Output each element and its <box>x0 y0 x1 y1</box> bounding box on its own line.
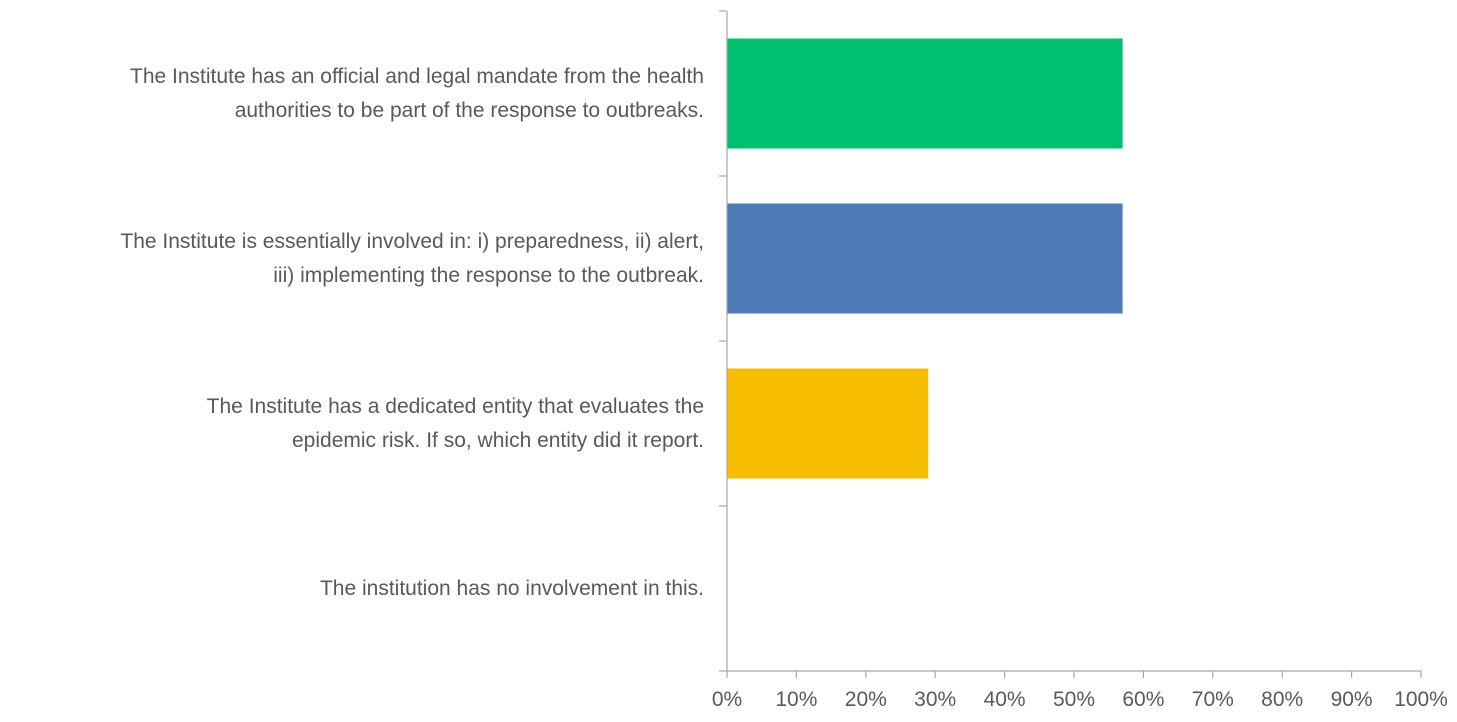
x-tick-label: 100% <box>1394 688 1448 711</box>
category-label-line: The Institute is essentially involved in… <box>120 229 704 253</box>
category-label-2: The Institute is essentially involved in… <box>4 225 704 293</box>
x-tick-label: 30% <box>914 688 956 711</box>
category-label-line: authorities to be part of the response t… <box>234 98 704 122</box>
x-tick-label: 0% <box>712 688 742 711</box>
bar-3 <box>727 368 929 479</box>
category-label-line: The Institute has an official and legal … <box>130 64 704 88</box>
x-tick-label: 50% <box>1053 688 1095 711</box>
x-tick-label: 40% <box>984 688 1026 711</box>
bar-1 <box>727 38 1123 149</box>
x-tick-label: 60% <box>1122 688 1164 711</box>
category-label-line: The institution has no involvement in th… <box>319 576 704 600</box>
x-tick-label: 20% <box>845 688 887 711</box>
category-label-4: The institution has no involvement in th… <box>4 572 704 606</box>
x-tick-label: 10% <box>775 688 817 711</box>
x-tick-label: 70% <box>1192 688 1234 711</box>
category-label-1: The Institute has an official and legal … <box>4 60 704 128</box>
x-tick-label: 90% <box>1331 688 1373 711</box>
bar-2 <box>727 203 1123 314</box>
x-tick-label: 80% <box>1261 688 1303 711</box>
category-label-3: The Institute has a dedicated entity tha… <box>4 390 704 458</box>
category-label-line: iii) implementing the response to the ou… <box>273 263 704 287</box>
category-label-line: epidemic risk. If so, which entity did i… <box>292 428 704 452</box>
category-label-line: The Institute has a dedicated entity tha… <box>206 394 704 418</box>
